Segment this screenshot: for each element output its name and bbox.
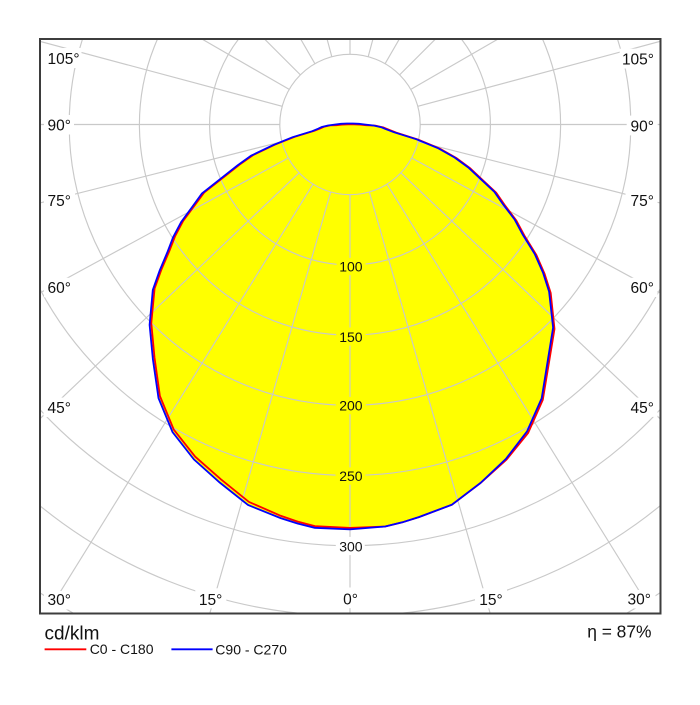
svg-text:45°: 45° xyxy=(631,400,654,417)
svg-text:30°: 30° xyxy=(628,592,651,609)
svg-text:200: 200 xyxy=(339,398,363,414)
svg-text:60°: 60° xyxy=(631,280,654,297)
svg-text:250: 250 xyxy=(339,468,363,484)
svg-text:η = 87%: η = 87% xyxy=(587,622,651,642)
svg-text:15°: 15° xyxy=(199,592,222,609)
svg-text:105°: 105° xyxy=(622,52,654,69)
svg-text:90°: 90° xyxy=(48,118,71,135)
svg-text:300: 300 xyxy=(339,539,363,555)
svg-text:45°: 45° xyxy=(48,400,71,417)
svg-text:15°: 15° xyxy=(479,592,502,609)
svg-text:C90 - C270: C90 - C270 xyxy=(215,641,287,657)
svg-text:0°: 0° xyxy=(343,592,358,609)
svg-text:105°: 105° xyxy=(48,51,80,68)
svg-text:cd/klm: cd/klm xyxy=(45,624,100,645)
svg-text:C0 - C180: C0 - C180 xyxy=(90,641,154,657)
svg-text:90°: 90° xyxy=(631,118,654,135)
svg-text:75°: 75° xyxy=(631,193,654,210)
svg-text:150: 150 xyxy=(339,329,363,345)
svg-text:100: 100 xyxy=(339,259,363,275)
svg-text:30°: 30° xyxy=(48,592,71,609)
svg-text:75°: 75° xyxy=(48,193,71,210)
svg-text:60°: 60° xyxy=(48,280,71,297)
